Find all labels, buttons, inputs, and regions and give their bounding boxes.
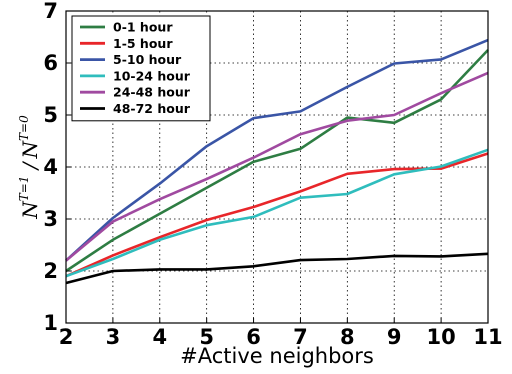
x-tick-label: 8 bbox=[340, 325, 355, 349]
series-lines bbox=[65, 38, 489, 285]
x-tick-label: 10 bbox=[426, 325, 455, 349]
series-line bbox=[65, 38, 489, 262]
x-tick-label: 11 bbox=[473, 325, 502, 349]
y-tick-label: 7 bbox=[43, 0, 58, 23]
series-line bbox=[65, 148, 489, 278]
x-axis-title: #Active neighbors bbox=[180, 344, 374, 368]
y-tick-label: 2 bbox=[43, 259, 58, 283]
legend-box bbox=[71, 15, 211, 122]
legend-label: 48-72 hour bbox=[113, 101, 191, 116]
series-line bbox=[65, 252, 489, 285]
legend-label: 1-5 hour bbox=[113, 36, 173, 51]
series-line bbox=[65, 152, 489, 278]
y-axis-title-slash: / bbox=[18, 160, 42, 175]
x-tick-label: 2 bbox=[59, 325, 74, 349]
y-tick-label: 4 bbox=[43, 155, 58, 179]
y-tick-label: 6 bbox=[43, 51, 58, 75]
x-tick-label: 4 bbox=[152, 325, 167, 349]
y-tick-label: 5 bbox=[43, 103, 58, 127]
y-tick-label: 1 bbox=[43, 311, 58, 335]
series-line bbox=[65, 71, 489, 262]
x-tick-label: 5 bbox=[199, 325, 214, 349]
y-axis-title-sup0: T=0 bbox=[17, 115, 31, 141]
legend-label: 0-1 hour bbox=[113, 20, 173, 35]
y-axis-title: NT=1 /NT=0 bbox=[17, 115, 42, 220]
x-tick-label: 7 bbox=[293, 325, 308, 349]
y-axis-title-sup1: T=1 bbox=[17, 176, 31, 202]
series-line bbox=[65, 49, 489, 273]
x-tick-label: 6 bbox=[246, 325, 261, 349]
legend-label: 5-10 hour bbox=[113, 52, 182, 67]
x-tick-label: 9 bbox=[387, 325, 402, 349]
x-tick-label: 3 bbox=[106, 325, 121, 349]
legend-label: 24-48 hour bbox=[113, 85, 191, 100]
y-axis-title-n1: N bbox=[18, 200, 42, 220]
y-axis-title-n2: N bbox=[18, 139, 42, 159]
legend-label: 10-24 hour bbox=[113, 68, 191, 83]
y-tick-label: 3 bbox=[43, 207, 58, 231]
